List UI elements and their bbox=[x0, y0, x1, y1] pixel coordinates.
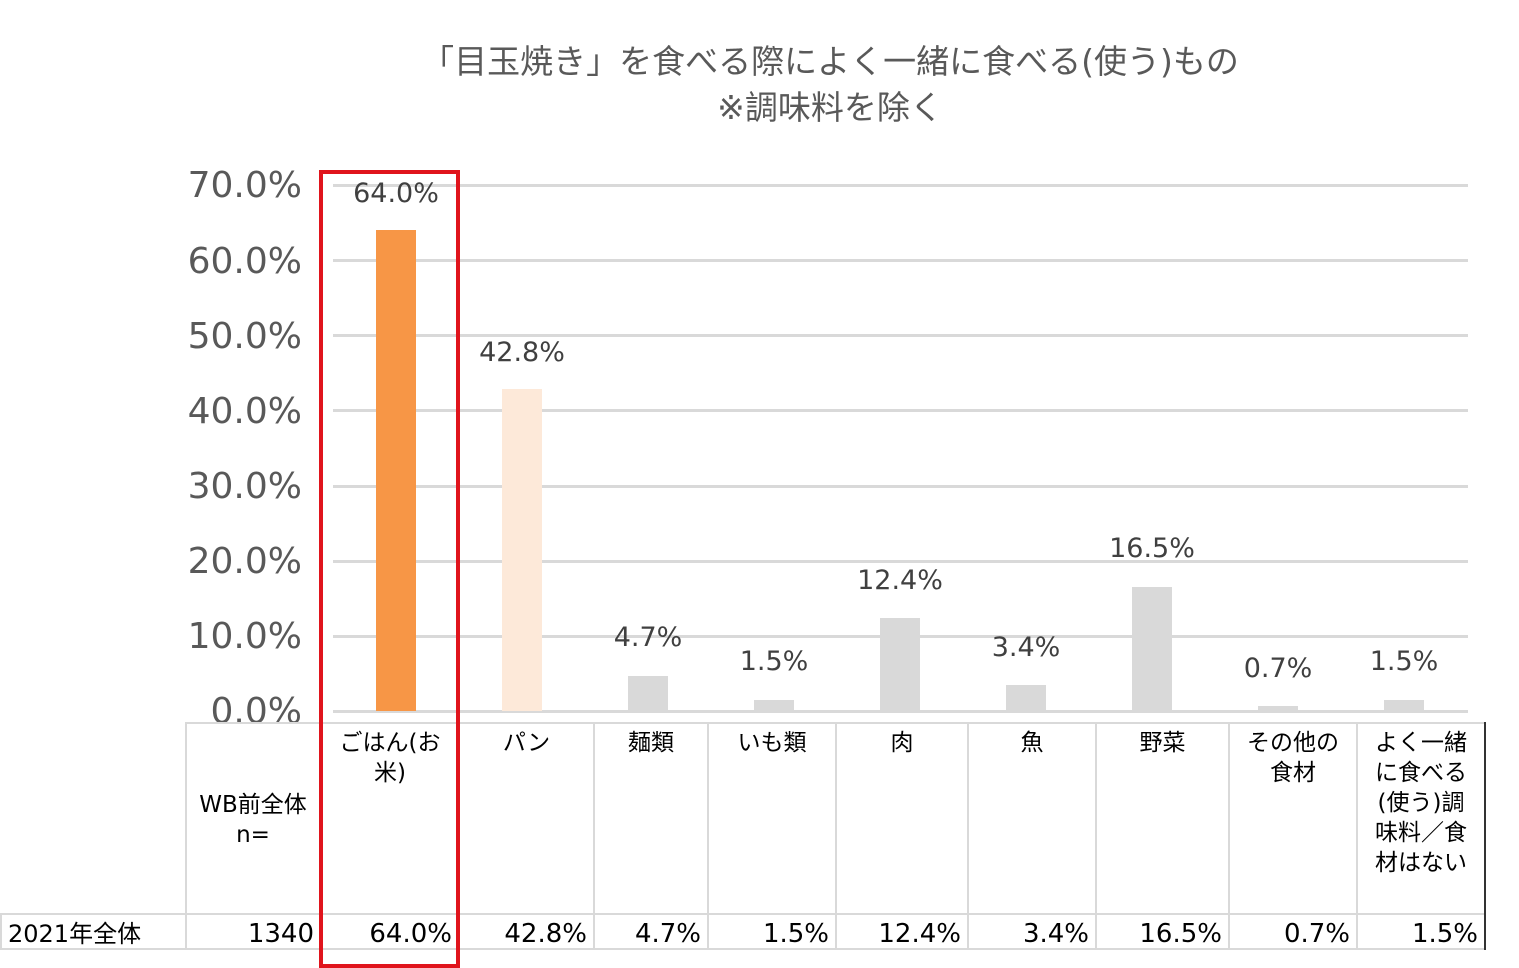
data-label: 64.0% bbox=[353, 178, 439, 209]
bar bbox=[376, 230, 416, 711]
y-tick: 40.0% bbox=[187, 391, 302, 432]
gridline bbox=[333, 560, 1468, 563]
table-border bbox=[1484, 722, 1486, 950]
table-cell: 1.5% bbox=[762, 919, 829, 949]
gridline bbox=[333, 485, 1468, 488]
table-border bbox=[593, 722, 595, 950]
y-tick: 60.0% bbox=[187, 241, 302, 282]
y-tick: 10.0% bbox=[187, 616, 302, 657]
y-tick: 20.0% bbox=[187, 541, 302, 582]
table-header-cell: 野菜 bbox=[1139, 730, 1186, 756]
gridline bbox=[333, 409, 1468, 412]
table-cell: 3.4% bbox=[1022, 919, 1089, 949]
row-label: 2021年全体 bbox=[8, 920, 142, 948]
table-cell: 0.7% bbox=[1283, 919, 1350, 949]
table-cell: 12.4% bbox=[878, 919, 961, 949]
table-header-cell: その他の 食材 bbox=[1247, 730, 1339, 786]
table-border bbox=[1356, 722, 1358, 950]
y-tick: 50.0% bbox=[187, 316, 302, 357]
table-cell: 1.5% bbox=[1411, 919, 1478, 949]
table-border bbox=[967, 722, 969, 950]
chart-title-line1: 「目玉焼き」を食べる際によく一緒に食べる(使う)もの bbox=[421, 42, 1239, 81]
data-label: 4.7% bbox=[613, 622, 683, 653]
y-tick: 30.0% bbox=[187, 466, 302, 507]
table-header-cell: パン bbox=[502, 730, 551, 756]
chart-subtitle: ※調味料を除く bbox=[717, 88, 943, 127]
data-label: 42.8% bbox=[479, 337, 565, 368]
table-header-cell: 魚 bbox=[1020, 730, 1044, 756]
gridline bbox=[333, 184, 1468, 187]
gridline bbox=[333, 259, 1468, 262]
table-border bbox=[1095, 722, 1097, 950]
table-border bbox=[0, 948, 1485, 950]
data-label: 16.5% bbox=[1109, 533, 1195, 564]
table-border bbox=[707, 722, 709, 950]
n-header: WB前全体 n= bbox=[199, 792, 307, 848]
y-tick: 70.0% bbox=[187, 165, 302, 206]
table-header-cell: よく一緒 に食べる (使う)調 味料／食 材はない bbox=[1375, 730, 1467, 876]
table-header-cell: 麺類 bbox=[628, 730, 674, 756]
table-cell: 42.8% bbox=[504, 919, 587, 949]
gridline bbox=[333, 334, 1468, 337]
y-tick: 0.0% bbox=[210, 691, 302, 732]
bar bbox=[754, 699, 794, 711]
data-label: 3.4% bbox=[991, 632, 1061, 663]
bar bbox=[502, 389, 542, 711]
table-cell: 64.0% bbox=[369, 919, 452, 949]
bar bbox=[628, 675, 668, 711]
table-border bbox=[185, 722, 187, 950]
data-label: 1.5% bbox=[739, 646, 809, 677]
bar bbox=[1132, 587, 1172, 711]
table-header-cell: 肉 bbox=[890, 730, 914, 756]
data-label: 1.5% bbox=[1369, 646, 1439, 677]
table-border bbox=[1228, 722, 1230, 950]
bar bbox=[1384, 699, 1424, 711]
baseline bbox=[333, 710, 1468, 713]
table-header-cell: ごはん(お 米) bbox=[339, 730, 441, 786]
data-label: 12.4% bbox=[857, 565, 943, 596]
bar bbox=[1006, 685, 1046, 711]
table-border bbox=[0, 913, 1485, 915]
table-header-cell: いも類 bbox=[737, 730, 807, 756]
table-cell: 16.5% bbox=[1139, 919, 1222, 949]
table-border bbox=[835, 722, 837, 950]
highlight-box bbox=[319, 170, 460, 968]
table-border bbox=[0, 913, 2, 950]
bar bbox=[880, 617, 920, 711]
data-label: 0.7% bbox=[1243, 653, 1313, 684]
table-cell: 4.7% bbox=[634, 919, 701, 949]
n-value: 1340 bbox=[247, 919, 314, 949]
bar bbox=[1258, 705, 1298, 711]
